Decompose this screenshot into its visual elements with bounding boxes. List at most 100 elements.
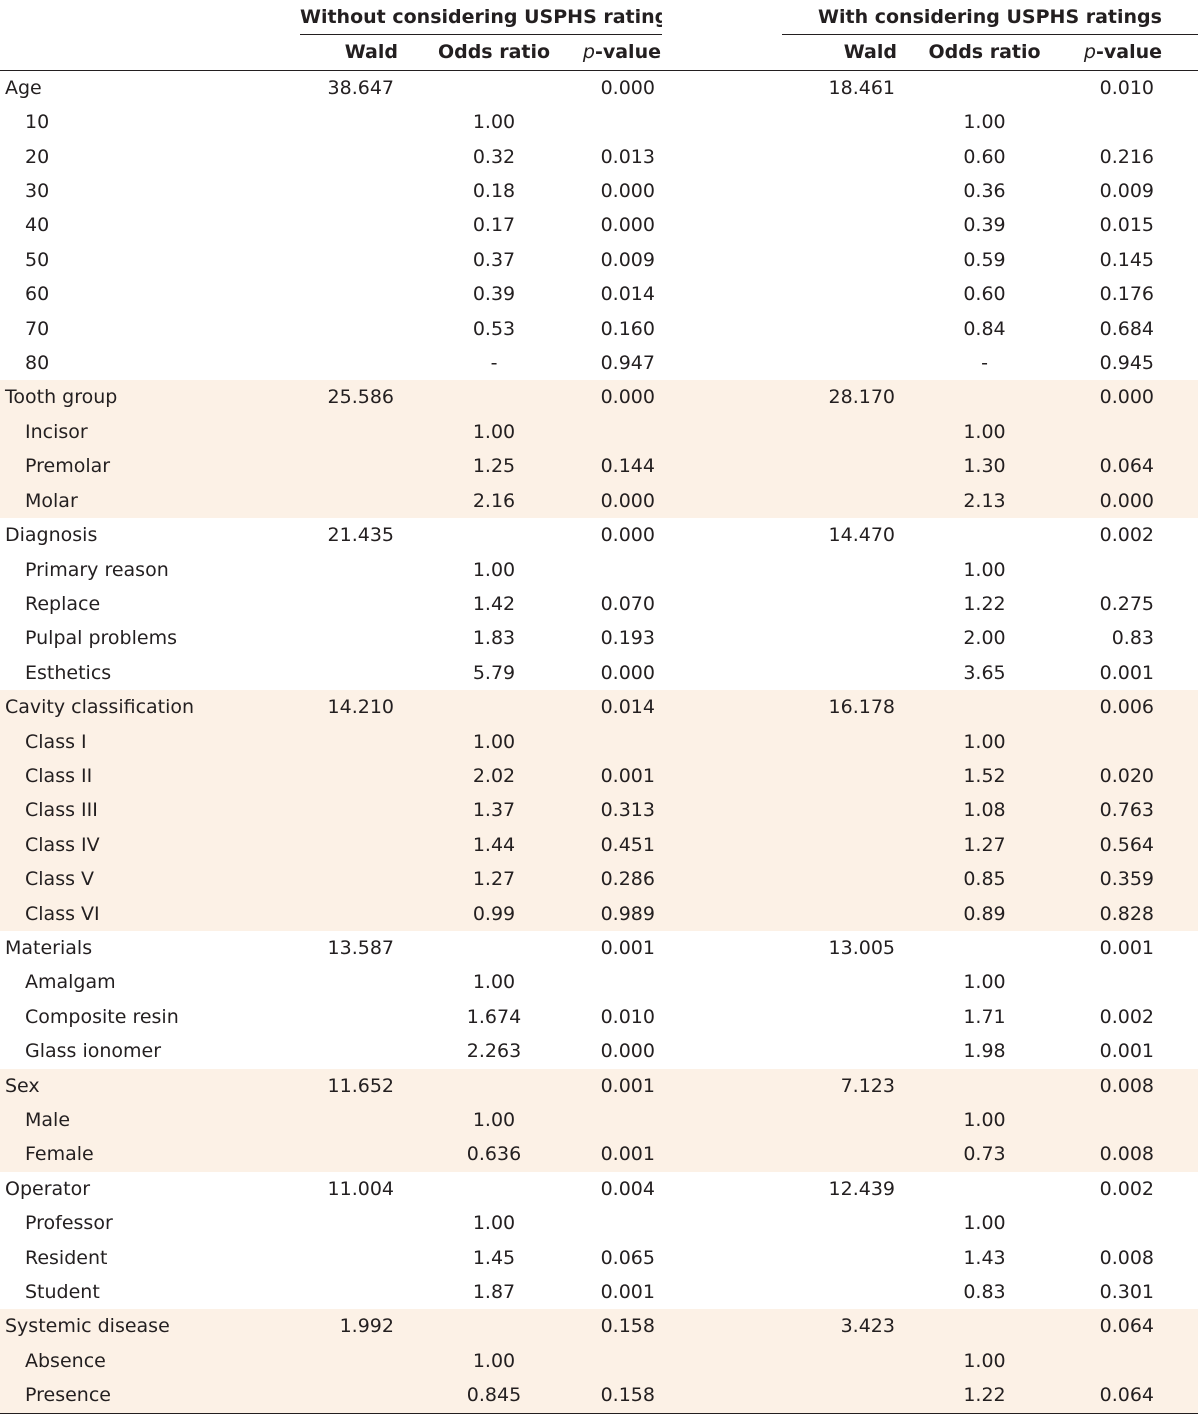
wald-value-with: 18.461 (828, 76, 895, 99)
wald-value-without (300, 174, 420, 208)
level-label: 70 (25, 317, 50, 340)
wald-value-with (782, 621, 917, 655)
p-value-without: 0.000 (600, 524, 655, 547)
gap-cell (662, 1172, 782, 1206)
odds-ratio-with: 0.73 (963, 1143, 1006, 1166)
wald-value-without: 1.992 (339, 1315, 394, 1338)
wald-value-without (300, 587, 420, 621)
gap-cell (662, 1275, 782, 1309)
odds-ratio-without (420, 1069, 568, 1103)
odds-ratio-with: 1.30 (963, 455, 1006, 478)
gap-cell (662, 931, 782, 965)
p-value-with: 0.000 (1099, 489, 1155, 512)
p-value-with: 0.275 (1099, 592, 1155, 615)
level-row: 40 0.17 0.000 0.39 0.015 (0, 208, 1198, 242)
wald-value-with: 3.423 (840, 1315, 895, 1338)
odds-ratio-without: - (490, 352, 498, 375)
odds-ratio-with (917, 380, 1052, 414)
group-header-row: Diagnosis 21.435 0.000 14.470 0.002 (0, 518, 1198, 552)
level-row: Composite resin 1.674 0.010 1.71 0.002 (0, 1000, 1198, 1034)
level-label: 40 (25, 214, 50, 237)
level-row: Incisor 1.00 1.00 (0, 414, 1199, 450)
p-value-without: 0.014 (600, 696, 655, 719)
p-value-without: 0.000 (600, 386, 655, 409)
odds-ratio-with: - (981, 352, 988, 375)
gap-cell (662, 346, 782, 380)
wald-value-with (782, 1034, 917, 1068)
wald-value-without: 21.435 (327, 524, 394, 547)
p-value-with (1052, 553, 1198, 587)
level-row: Replace 1.42 0.070 1.22 0.275 (0, 587, 1198, 621)
p-value-with: 0.008 (1099, 1143, 1155, 1166)
gap-cell (662, 449, 782, 483)
header-wald-2: Wald (782, 34, 917, 71)
p-value-with: 0.008 (1099, 1246, 1155, 1269)
gap-cell (662, 312, 782, 346)
variable-label: Age (5, 76, 42, 99)
level-label: Premolar (25, 455, 111, 478)
variable-label: Diagnosis (5, 524, 98, 547)
wald-value-without (300, 484, 420, 518)
wald-value-with (782, 1344, 917, 1378)
wald-value-without (300, 243, 420, 277)
level-row: 10 1.00 1.00 (0, 105, 1198, 139)
p-value-with (1052, 415, 1198, 449)
p-value-with (1052, 725, 1198, 759)
p-rest: -value (1095, 41, 1163, 64)
p-value-with (1052, 965, 1198, 999)
p-value-without: 0.000 (600, 180, 655, 203)
variable-group: Operator 11.004 0.004 12.439 0.002 Professor 1… (0, 1172, 1198, 1310)
odds-ratio-with (917, 1172, 1052, 1206)
level-row: Class II 2.02 0.001 1.52 0.020 (0, 758, 1199, 794)
gap-cell (662, 656, 782, 690)
p-value-with: 0.301 (1099, 1281, 1155, 1304)
wald-value-with (782, 828, 917, 862)
p-value-without: 0.001 (600, 1143, 655, 1166)
level-label: Glass ionomer (25, 1040, 162, 1063)
p-value-without: 0.158 (568, 1378, 662, 1414)
p-value-with: 0.064 (1052, 1378, 1199, 1414)
variable-group: Systemic disease 1.992 0.158 3.423 0.064 Abse… (0, 1309, 1199, 1414)
p-value-with (1052, 1344, 1198, 1378)
wald-value-without (300, 621, 420, 655)
odds-ratio-with: 1.00 (963, 1109, 1006, 1131)
variable-group: Sex 11.652 0.001 7.123 0.008 Male 1.00 1.00 Fema… (0, 1068, 1199, 1172)
header-empty-cell (0, 0, 300, 35)
header-pvalue-2: p-value (1052, 34, 1199, 71)
group-header-row: Age 38.647 0.000 18.461 0.010 (0, 70, 1198, 105)
wald-value-without (300, 897, 420, 931)
p-value-with: 0.064 (1099, 455, 1155, 478)
level-row: Class I 1.00 1.00 (0, 724, 1199, 759)
odds-ratio-without (420, 931, 568, 965)
level-row: Student 1.87 0.001 0.83 0.301 (0, 1275, 1198, 1309)
p-value-without: 0.009 (600, 248, 655, 271)
wald-value-without (300, 1103, 420, 1137)
level-row: Class V 1.27 0.286 0.85 0.359 (0, 862, 1199, 897)
level-label: Incisor (25, 420, 88, 443)
p-value-without: 0.001 (600, 936, 655, 959)
gap-cell (662, 1309, 782, 1343)
wald-value-with (782, 725, 917, 759)
odds-ratio-without: 0.37 (472, 248, 516, 271)
gap-cell (662, 965, 782, 999)
odds-ratio-without (420, 518, 568, 552)
odds-ratio-without: 1.00 (472, 1109, 516, 1131)
level-row: 70 0.53 0.160 0.84 0.684 (0, 312, 1198, 346)
p-value-with: 0.064 (1099, 1315, 1155, 1338)
wald-value-with: 12.439 (828, 1177, 895, 1200)
wald-value-with (782, 174, 917, 208)
level-row: 80 - 0.947 - 0.945 (0, 346, 1198, 380)
gap-cell (662, 1378, 782, 1414)
variable-label: Tooth group (5, 386, 118, 409)
p-value-with: 0.008 (1099, 1074, 1155, 1097)
header-wald-1: Wald (300, 34, 420, 71)
odds-ratio-without: 0.39 (472, 283, 516, 306)
p-value-with (1052, 1206, 1198, 1240)
wald-value-with (782, 449, 917, 483)
odds-ratio-with: 0.84 (963, 317, 1006, 340)
level-label: Professor (25, 1212, 113, 1235)
odds-ratio-with: 1.00 (963, 730, 1006, 753)
wald-value-with (782, 1206, 917, 1240)
wald-value-without (300, 828, 420, 862)
